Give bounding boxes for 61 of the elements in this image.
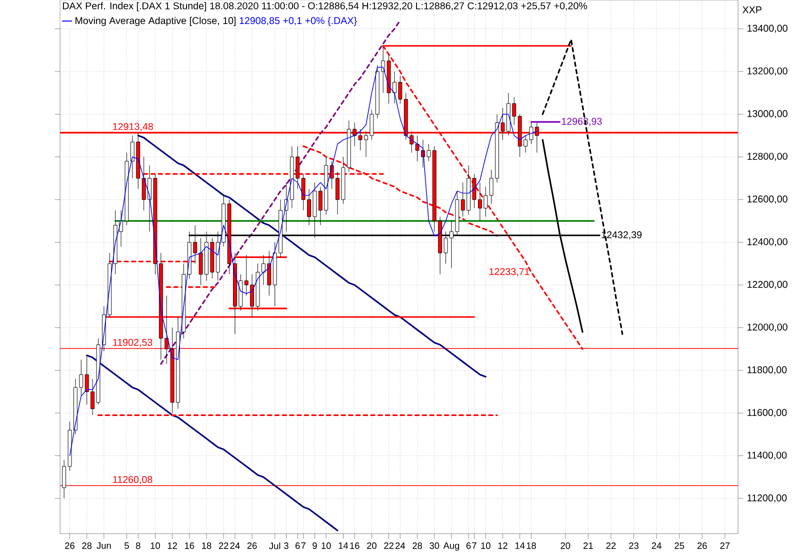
annotation: 12908,85 +0,1 +0% {.DAX} — [240, 16, 357, 26]
x-tick-label: 26 — [65, 542, 74, 549]
x-tick-label: 26 — [697, 542, 707, 549]
x-tick-label: 22 — [384, 542, 394, 549]
x-tick-label: 18 — [202, 542, 212, 549]
y-tick-label: 12800,00 — [748, 152, 788, 161]
x-tick-label: 21 — [584, 542, 593, 549]
x-tick-label: 5 — [124, 542, 129, 549]
x-tick-label: 8 — [136, 542, 140, 549]
x-tick-label: 26 — [247, 542, 257, 549]
x-tick-label: 12 — [168, 542, 177, 549]
y-tick-label: 11200,00 — [748, 494, 787, 503]
x-tick-label: 3 — [284, 542, 288, 549]
text: XXP — [742, 6, 762, 14]
x-tick-label: 20 — [367, 542, 376, 549]
x-tick-label: 7 — [301, 542, 306, 549]
x-tick-label: 23 — [629, 542, 638, 549]
x-tick-label: 7 — [472, 542, 476, 549]
y-tick-label: 12400,00 — [748, 238, 788, 246]
x-tick-label: 12 — [498, 542, 508, 549]
chart-title: DAX Perf. Index [.DAX 1 Stunde] 18.08.2020 11:00:00 - O:12886,54 H:12932,20 L:12886,27 C:12912,03 +25,57 +0,20% — [62, 2, 588, 12]
series-label: 12233,71 — [490, 268, 530, 276]
y-tick-label: 11600,00 — [748, 409, 787, 418]
x-tick-label: 14 — [515, 542, 525, 549]
x-tick-label: 6 — [466, 542, 471, 549]
x-tick-label: 30 — [430, 542, 440, 549]
x-tick-label: 27 — [720, 542, 730, 549]
x-tick-label: 24 — [230, 542, 240, 549]
y-tick-label: 11400,00 — [748, 452, 787, 460]
series-label: 12432,39 — [602, 231, 642, 240]
y-tick-label: 11800,00 — [748, 366, 787, 374]
x-tick-label: 22 — [606, 542, 616, 549]
x-tick-label: 10 — [150, 542, 160, 549]
x-tick-label: Jul — [269, 542, 280, 550]
y-tick-label: 12000,00 — [748, 324, 788, 332]
ref-line-label: 11260,08 — [113, 476, 152, 484]
y-tick-label: 13400,00 — [748, 24, 788, 33]
x-tick-label: 24 — [396, 542, 406, 549]
x-tick-label: 25 — [674, 542, 684, 549]
y-tick-label: 13000,00 — [748, 110, 788, 118]
ref-line-label: 11902,53 — [113, 338, 152, 348]
y-tick-label: 12200,00 — [748, 280, 788, 290]
y-tick-label: 13200,00 — [748, 67, 788, 76]
x-tick-label: 28 — [412, 542, 422, 549]
x-tick-label: 18 — [526, 542, 536, 549]
x-tick-label: 6 — [296, 542, 300, 549]
x-tick-label: Jun — [96, 542, 111, 549]
x-tick-label: 9 — [312, 542, 317, 549]
x-tick-label: 10 — [481, 542, 490, 549]
x-tick-label: 28 — [82, 542, 92, 549]
x-tick-label: 22 — [218, 542, 228, 549]
x-tick-label: Aug — [443, 542, 460, 551]
legend-label: Moving Average Adaptive [Close, 10] — [76, 16, 236, 26]
x-tick-label: 24 — [652, 542, 662, 549]
x-tick-label: 16 — [350, 542, 360, 549]
ref-line-label: 12913,48 — [113, 123, 153, 132]
x-tick-label: 10 — [322, 542, 331, 549]
x-tick-label: 20 — [560, 542, 570, 549]
x-tick-label: 16 — [184, 542, 194, 549]
x-tick-label: 14 — [338, 542, 348, 549]
y-tick-label: 12600,00 — [748, 196, 788, 204]
